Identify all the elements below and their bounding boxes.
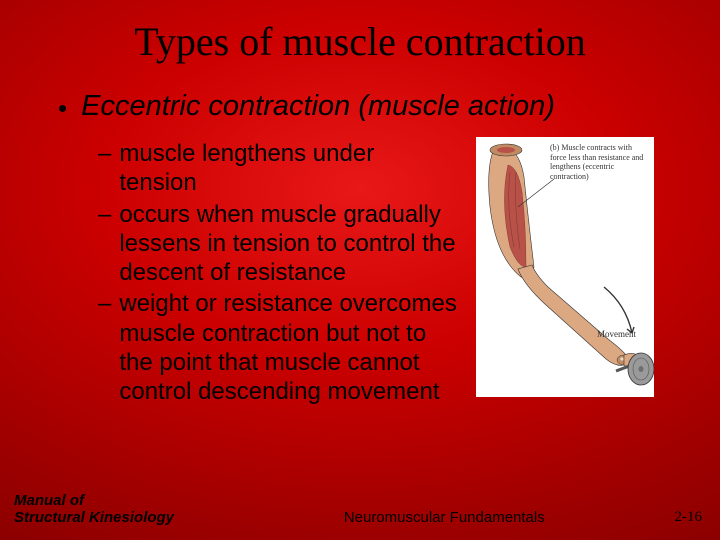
footer-left: Manual of Structural Kinesiology [14, 492, 174, 527]
dash-icon: – [98, 200, 111, 288]
slide-content: • Eccentric contraction (muscle action) … [0, 65, 720, 408]
sub-bullet: – occurs when muscle gradually lessens i… [98, 200, 458, 288]
arm-diagram-icon [476, 137, 654, 397]
sub-bullet-text: weight or resistance overcomes muscle co… [119, 289, 458, 406]
dash-icon: – [98, 289, 111, 406]
footer-left-line1: Manual of [14, 492, 174, 509]
slide-title: Types of muscle contraction [0, 0, 720, 65]
footer-center: Neuromuscular Fundamentals [174, 509, 674, 526]
sub-content-row: – muscle lengthens under tension – occur… [58, 135, 680, 408]
anatomy-figure: (b) Muscle contracts with force less tha… [476, 137, 654, 397]
bullet-marker: • [58, 91, 67, 125]
dash-icon: – [98, 139, 111, 198]
main-bullet: • Eccentric contraction (muscle action) [58, 89, 680, 125]
sub-bullet-text: occurs when muscle gradually lessens in … [119, 200, 458, 288]
sub-bullet: – weight or resistance overcomes muscle … [98, 289, 458, 406]
bullet-text: Eccentric contraction (muscle action) [81, 89, 555, 123]
sub-bullet-text: muscle lengthens under tension [119, 139, 458, 198]
footer-left-line2: Structural Kinesiology [14, 509, 174, 526]
slide-footer: Manual of Structural Kinesiology Neuromu… [0, 492, 720, 527]
sub-bullet: – muscle lengthens under tension [98, 139, 458, 198]
sub-bullet-list: – muscle lengthens under tension – occur… [58, 135, 458, 408]
movement-label: Movement [597, 329, 636, 339]
slide-number: 2-16 [675, 509, 703, 526]
